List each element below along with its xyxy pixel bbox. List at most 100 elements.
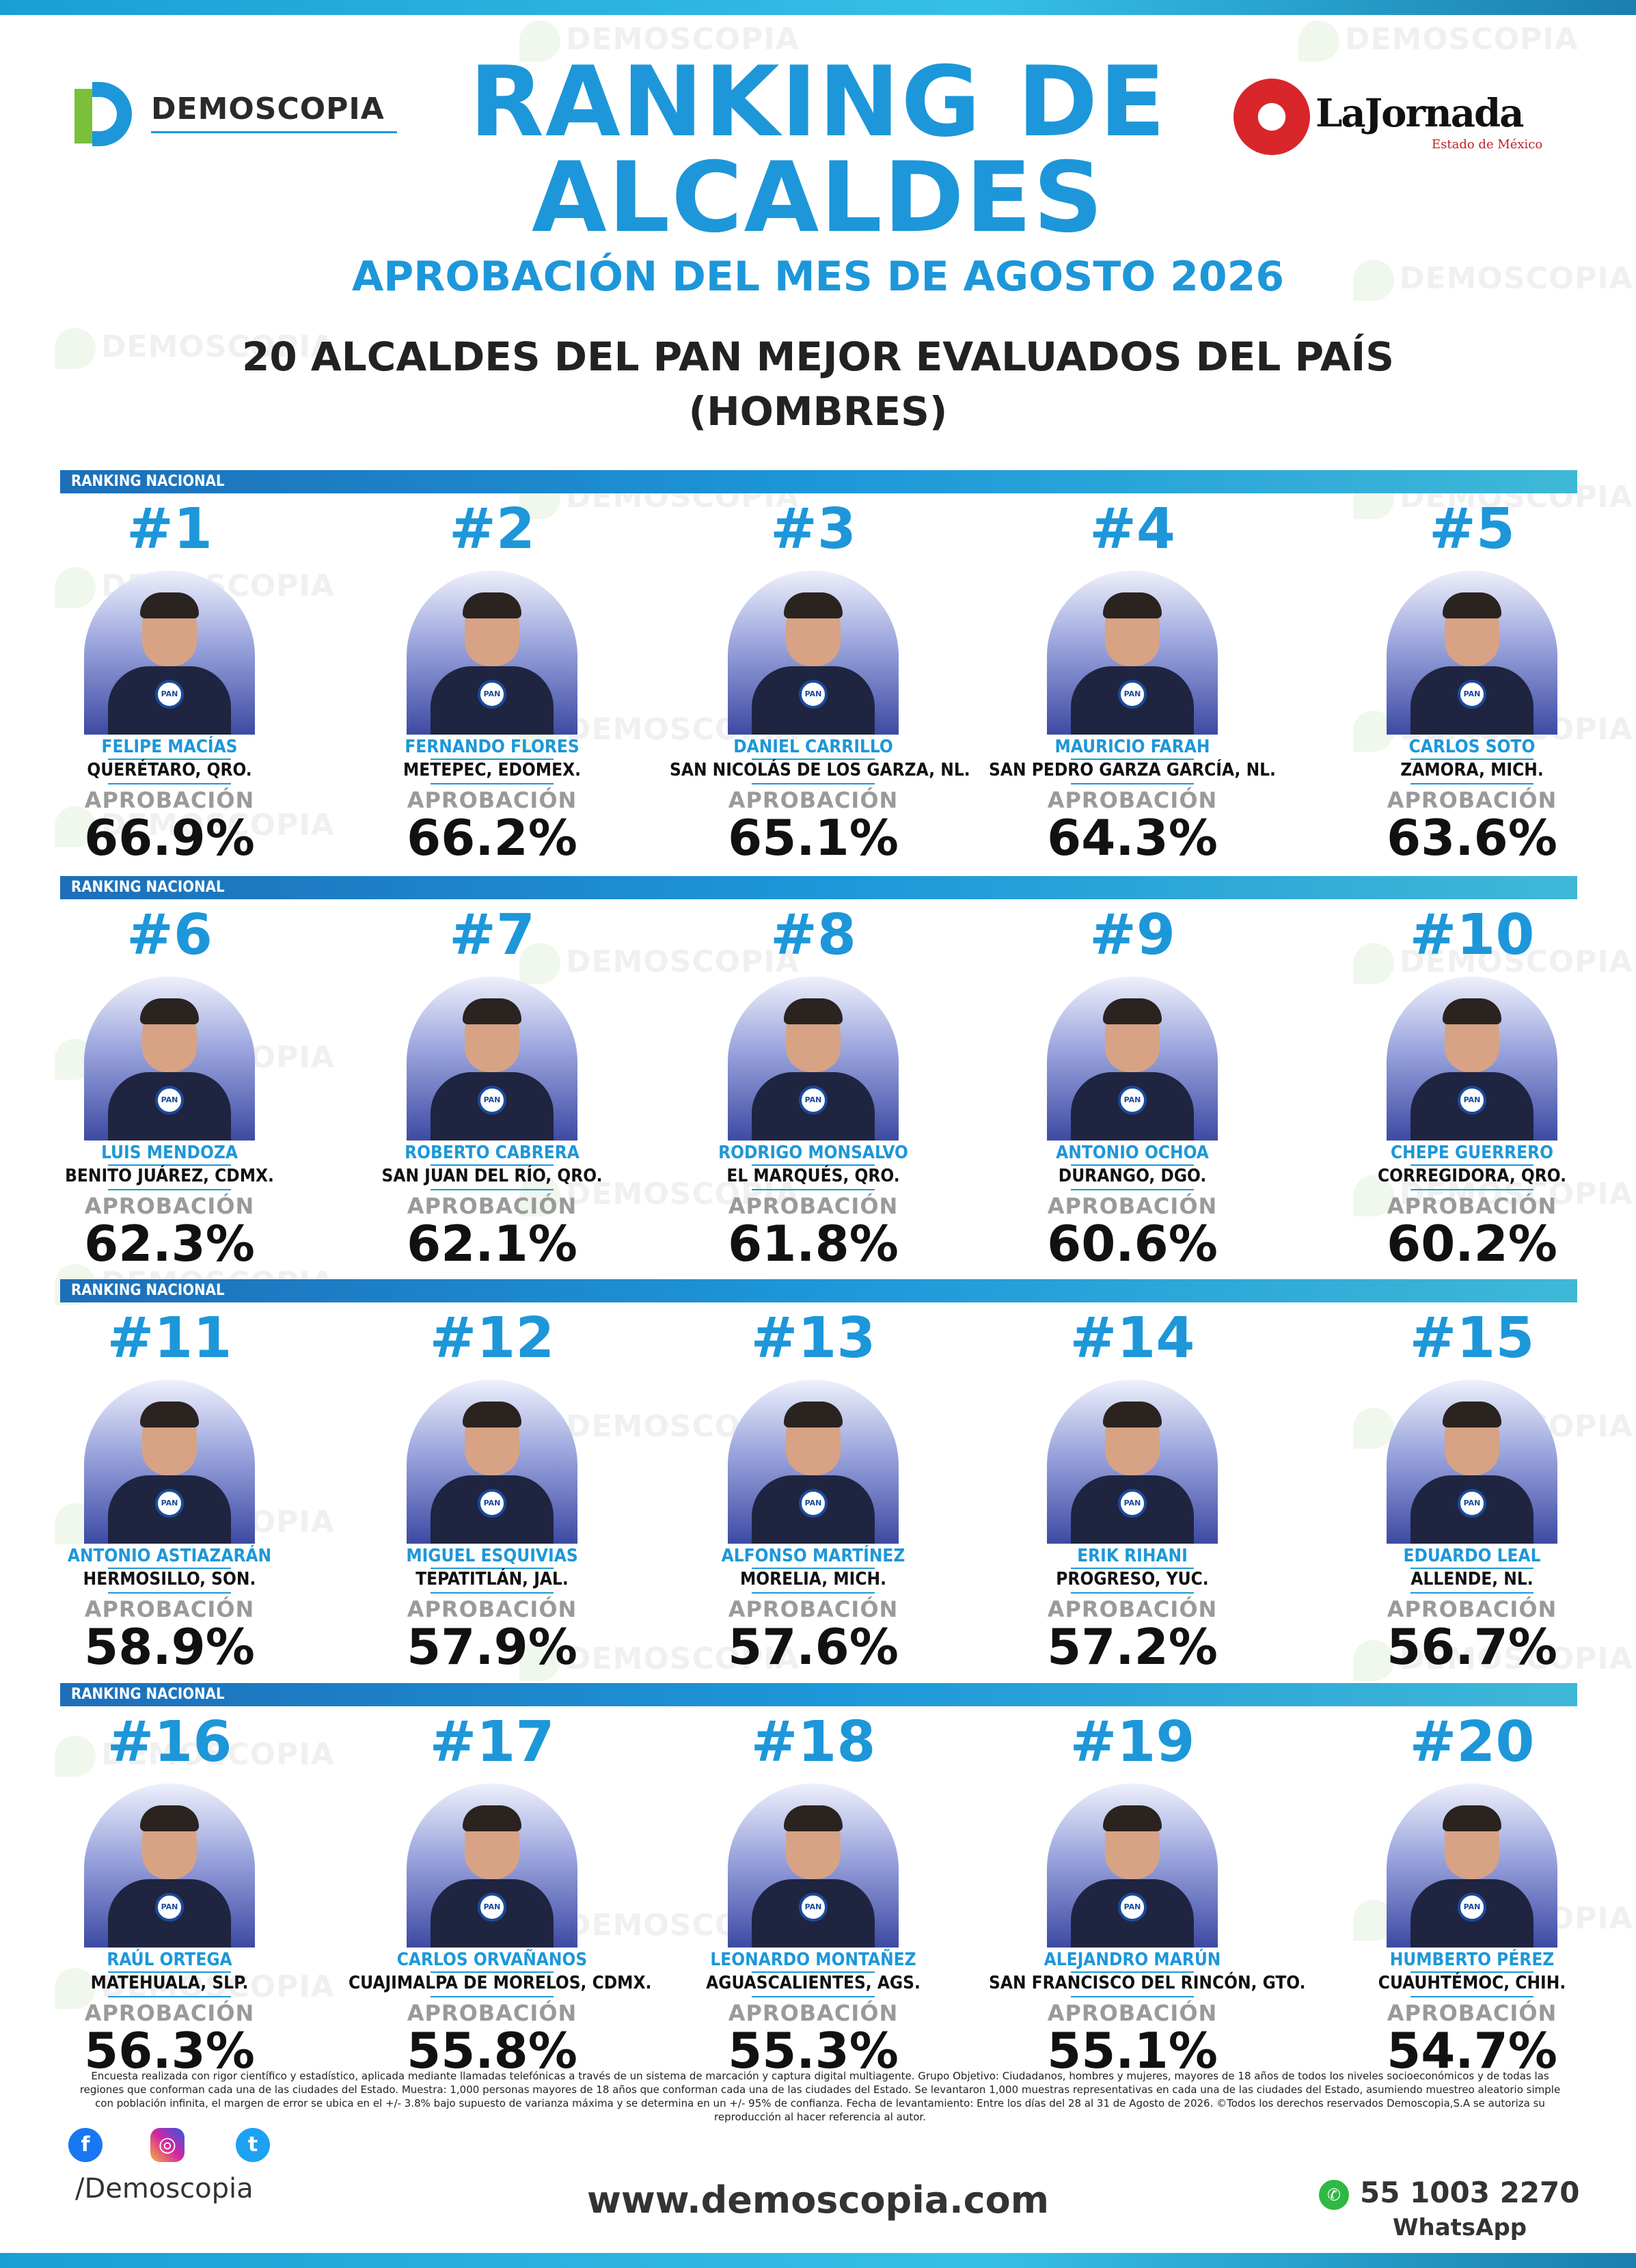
- mayor-city: SAN NICOLÁS DE LOS GARZA, NL.: [670, 760, 970, 780]
- city-divider: [1071, 1592, 1194, 1594]
- approval-value: 66.9%: [84, 809, 255, 866]
- row-header-bar: [60, 1279, 1577, 1302]
- mayor-photo: PAN: [407, 571, 577, 735]
- name-divider: [1071, 1568, 1194, 1569]
- mayor-card: #6 PAN LUIS MENDOZA BENITO JUÁREZ, CDMX. APR…: [26, 905, 313, 1274]
- rank-number: #10: [1409, 903, 1535, 968]
- website-link[interactable]: www.demoscopia.com: [586, 2178, 1050, 2222]
- approval-label: APROBACIÓN: [1047, 2000, 1218, 2026]
- pan-badge-icon: PAN: [155, 1489, 184, 1518]
- rank-number: #7: [449, 903, 535, 968]
- social-handle[interactable]: /Demoscopia: [75, 2173, 254, 2204]
- mayor-card: #16 PAN RAÚL ORTEGA MATEHUALA, SLP. APROBACI…: [26, 1712, 313, 2081]
- pan-badge-icon: PAN: [478, 1086, 506, 1115]
- city-divider: [108, 1996, 231, 1997]
- mayor-card: #8 PAN RODRIGO MONSALVO EL MARQUÉS, QRO. APR…: [670, 905, 957, 1274]
- pan-badge-icon: PAN: [1458, 680, 1486, 709]
- pan-badge-icon: PAN: [478, 680, 506, 709]
- mayor-photo: PAN: [407, 1380, 577, 1544]
- rank-number: #19: [1069, 1710, 1195, 1775]
- mayor-city: DURANGO, DGO.: [1058, 1166, 1207, 1186]
- rank-number: #17: [429, 1710, 555, 1775]
- rank-number: #13: [750, 1306, 876, 1371]
- rank-number: #1: [126, 497, 213, 562]
- name-divider: [1410, 1164, 1533, 1166]
- mayor-card: #3 PAN DANIEL CARRILLO SAN NICOLÁS DE LOS G…: [670, 497, 970, 868]
- instagram-icon[interactable]: ◎: [150, 2128, 185, 2162]
- mayor-name: MIGUEL ESQUIVIAS: [406, 1546, 578, 1566]
- approval-label: APROBACIÓN: [84, 1596, 255, 1622]
- mayor-card: #18 PAN LEONARDO MONTAÑEZ AGUASCALIENTES, A…: [670, 1712, 957, 2081]
- rank-number: #18: [750, 1710, 876, 1775]
- approval-label: APROBACIÓN: [1387, 1596, 1557, 1622]
- mayor-name: HUMBERTO PÉREZ: [1389, 1950, 1555, 1970]
- facebook-icon[interactable]: f: [68, 2128, 103, 2162]
- mayor-city: ALLENDE, NL.: [1410, 1569, 1533, 1589]
- approval-value: 56.7%: [1387, 1618, 1557, 1676]
- mayor-card: #2 PAN FERNANDO FLORES METEPEC, EDOMEX. APRO…: [349, 499, 636, 868]
- name-divider: [431, 1164, 554, 1166]
- approval-label: APROBACIÓN: [407, 2000, 577, 2026]
- demoscopia-logo: DEMOSCOPIA: [65, 75, 407, 150]
- section-heading-line1: 20 ALCALDES DEL PAN MEJOR EVALUADOS DEL …: [242, 333, 1394, 380]
- city-divider: [108, 783, 231, 784]
- mayor-city: PROGRESO, YUC.: [1056, 1569, 1209, 1589]
- mayor-name: ANTONIO ASTIAZARÁN: [67, 1546, 272, 1566]
- rank-number: #3: [770, 497, 856, 562]
- approval-label: APROBACIÓN: [84, 1193, 255, 1219]
- pan-badge-icon: PAN: [478, 1893, 506, 1922]
- page-title-line1: RANKING DE: [469, 46, 1167, 159]
- pan-badge-icon: PAN: [1118, 1086, 1147, 1115]
- mayor-city: BENITO JUÁREZ, CDMX.: [65, 1166, 274, 1186]
- ranking-row-header: RANKING NACIONAL: [60, 1279, 1577, 1302]
- rank-number: #15: [1409, 1306, 1535, 1371]
- mayor-city: TEPATITLÁN, JAL.: [415, 1569, 569, 1589]
- mayor-card: #20 PAN HUMBERTO PÉREZ CUAUHTÉMOC, CHIH. APR…: [1328, 1712, 1615, 2081]
- pan-badge-icon: PAN: [1118, 680, 1147, 709]
- twitter-icon[interactable]: t: [236, 2128, 270, 2162]
- approval-label: APROBACIÓN: [728, 2000, 899, 2026]
- approval-label: APROBACIÓN: [1047, 787, 1218, 813]
- approval-value: 62.1%: [407, 1215, 577, 1272]
- approval-value: 62.3%: [84, 1215, 255, 1272]
- name-divider: [431, 759, 554, 760]
- approval-value: 63.6%: [1387, 809, 1557, 866]
- whatsapp-contact[interactable]: ✆ 55 1003 2270 WhatsApp: [1305, 2172, 1579, 2247]
- approval-label: APROBACIÓN: [1387, 2000, 1557, 2026]
- mayor-card: #9 PAN ANTONIO OCHOA DURANGO, DGO. APROBACIÓ…: [989, 905, 1276, 1274]
- mayor-city: MORELIA, MICH.: [740, 1569, 886, 1589]
- mayor-card: #19 PAN ALEJANDRO MARÚN SAN FRANCISCO DEL R…: [989, 1710, 1306, 2081]
- sun-icon: [1233, 79, 1310, 155]
- page-title-line2: ALCALDES: [531, 141, 1105, 254]
- city-divider: [108, 1592, 231, 1594]
- mayor-city: EL MARQUÉS, QRO.: [726, 1166, 900, 1186]
- city-divider: [1410, 1592, 1533, 1594]
- city-divider: [431, 1592, 554, 1594]
- name-divider: [752, 1164, 875, 1166]
- pan-badge-icon: PAN: [478, 1489, 506, 1518]
- rank-number: #4: [1089, 497, 1175, 562]
- mayor-card: #4 PAN MAURICIO FARAH SAN PEDRO GARZA GARCÍ…: [989, 499, 1276, 868]
- name-divider: [108, 1568, 231, 1569]
- mayor-photo: PAN: [1387, 571, 1557, 735]
- pan-badge-icon: PAN: [799, 1893, 828, 1922]
- row-header-bar: [60, 876, 1577, 899]
- row-header-label: RANKING NACIONAL: [71, 879, 225, 896]
- name-divider: [1410, 1971, 1533, 1973]
- mayor-photo: PAN: [728, 1380, 899, 1544]
- approval-label: APROBACIÓN: [1047, 1193, 1218, 1219]
- name-divider: [1071, 1164, 1194, 1166]
- mayor-photo: PAN: [1047, 1380, 1218, 1544]
- bottom-accent-bar: [0, 2253, 1636, 2268]
- mayor-name: FELIPE MACÍAS: [101, 737, 238, 757]
- mayor-city: SAN PEDRO GARZA GARCÍA, NL.: [989, 760, 1276, 780]
- approval-label: APROBACIÓN: [84, 787, 255, 813]
- approval-value: 61.8%: [728, 1215, 899, 1272]
- mayor-photo: PAN: [728, 976, 899, 1140]
- mayor-photo: PAN: [84, 976, 255, 1140]
- mayor-city: CUAJIMALPA DE MORELOS, CDMX.: [349, 1973, 652, 1993]
- rank-number: #2: [449, 497, 535, 562]
- pan-badge-icon: PAN: [155, 1086, 184, 1115]
- city-divider: [1410, 1996, 1533, 1997]
- pan-badge-icon: PAN: [799, 1489, 828, 1518]
